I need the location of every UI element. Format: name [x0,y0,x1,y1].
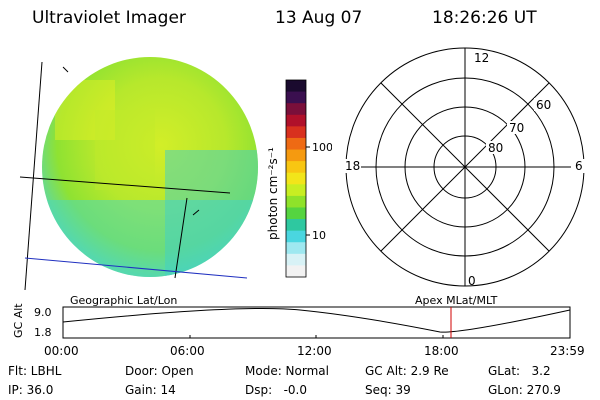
altitude-curve [62,308,571,333]
colorbar-tick-100: 100 [312,141,332,154]
colorbar-segment [286,207,306,220]
seq-status: Seq: 39 [365,383,411,397]
time-tick-0: 00:00 [44,344,79,358]
graticule-line [24,257,248,279]
mlt-label-12: 12 [474,51,489,65]
colorbar-segment [286,195,306,208]
uv-image-panel [19,57,258,291]
y-tick-top: 9.0 [34,306,52,319]
gc-alt-status: GC Alt: 2.9 Re [365,364,449,378]
colorbar-segment [286,80,306,93]
colorbar-gradient [286,80,306,278]
colorbar-segment [286,265,306,278]
time-tick-3: 18:00 [424,344,459,358]
glat-status: GLat: 3.2 [488,364,551,378]
graticule-line [174,197,188,279]
y-tick-bottom: 1.8 [34,326,52,339]
colorbar-segment [286,184,306,197]
colorbar-segment [286,253,306,266]
polar-diagonal [380,82,550,252]
lat-label-60: 60 [536,98,551,112]
lat-label-70: 70 [509,121,524,135]
graticule-line [19,176,231,194]
polar-grid: 12 18 6 0 60 70 80 [339,47,585,288]
dsp-status: Dsp: -0.0 [245,383,308,397]
gain-status: Gain: 14 [125,383,176,397]
observation-date: 13 Aug 07 [275,8,362,28]
colorbar-segment [286,91,306,104]
colorbar-segment [286,230,306,243]
time-tick-1: 06:00 [170,344,205,358]
apex-label: Apex MLat/MLT [415,294,498,307]
colorbar: 100 10 photon cm⁻²s⁻¹ [266,79,332,278]
colorbar-segment [286,126,306,139]
colorbar-segment [286,242,306,255]
mode-status: Mode: Normal [245,364,329,378]
header-bar: Ultraviolet Imager 13 Aug 07 18:26:26 UT [32,8,537,28]
filter-status: Flt: LBHL [8,364,62,378]
observation-time: 18:26:26 UT [432,8,537,28]
gc-alt-axis-title: GC Alt [12,303,25,338]
colorbar-segment [286,172,306,185]
ip-status: IP: 36.0 [8,383,54,397]
lat-label-80: 80 [488,141,503,155]
colorbar-segment [286,161,306,174]
status-panel: Flt: LBHL IP: 36.0 Door: Open Gain: 14 M… [0,362,600,400]
graticule-tick [62,66,69,73]
door-status: Door: Open [125,364,194,378]
graticule-line [24,61,43,291]
geographic-label: Geographic Lat/Lon [70,294,177,307]
altitude-timeline: Geographic Lat/Lon Apex MLat/MLT GC Alt … [12,294,571,339]
colorbar-segment [286,114,306,127]
mlt-label-0: 0 [468,274,476,288]
colorbar-segment [286,149,306,162]
time-tick-2: 12:00 [297,344,332,358]
colorbar-segment [286,103,306,116]
graticule-tick [192,209,200,216]
mlt-label-18: 18 [345,159,360,173]
colorbar-segment [286,137,306,151]
instrument-title: Ultraviolet Imager [32,8,186,28]
mlt-label-6: 6 [575,159,583,173]
colorbar-tick-10: 10 [312,229,326,242]
colorbar-unit-label: photon cm⁻²s⁻¹ [266,147,280,240]
glon-status: GLon: 270.9 [488,383,561,397]
colorbar-segment [286,219,306,232]
time-tick-4: 23:59 [550,344,585,358]
time-axis: 00:00 06:00 12:00 18:00 23:59 [0,344,600,360]
